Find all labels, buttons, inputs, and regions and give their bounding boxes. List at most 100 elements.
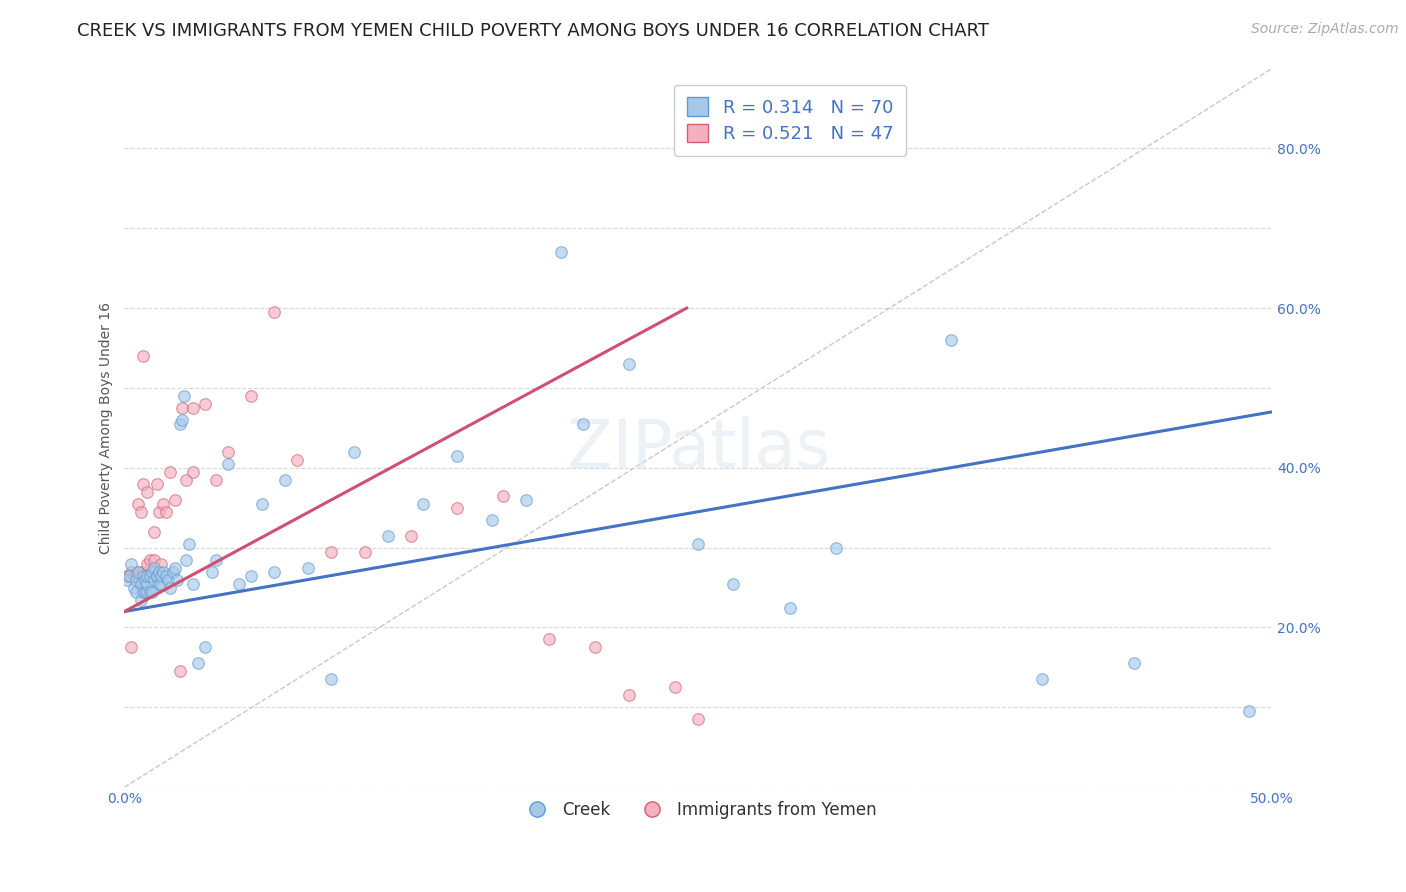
- Point: [176, 552, 198, 566]
- Point: [129, 505, 152, 519]
- Point: [136, 484, 159, 499]
- Point: [228, 576, 250, 591]
- Point: [134, 584, 156, 599]
- Point: [239, 389, 262, 403]
- Point: [163, 492, 186, 507]
- Point: [127, 565, 149, 579]
- Point: [152, 497, 174, 511]
- Point: [572, 417, 595, 431]
- Point: [239, 568, 262, 582]
- Point: [138, 584, 160, 599]
- Point: [143, 552, 166, 566]
- Point: [354, 544, 377, 558]
- Point: [132, 349, 155, 363]
- Point: [166, 573, 188, 587]
- Point: [120, 557, 142, 571]
- Point: [143, 573, 166, 587]
- Point: [274, 473, 297, 487]
- Point: [263, 565, 285, 579]
- Point: [150, 576, 173, 591]
- Point: [205, 473, 228, 487]
- Point: [170, 413, 193, 427]
- Point: [150, 557, 173, 571]
- Point: [181, 465, 204, 479]
- Point: [187, 657, 209, 671]
- Point: [145, 568, 167, 582]
- Point: [150, 568, 173, 582]
- Point: [619, 689, 641, 703]
- Text: Source: ZipAtlas.com: Source: ZipAtlas.com: [1251, 22, 1399, 37]
- Point: [115, 573, 138, 587]
- Point: [152, 565, 174, 579]
- Point: [159, 465, 181, 479]
- Point: [825, 541, 848, 555]
- Point: [122, 568, 145, 582]
- Point: [115, 568, 138, 582]
- Point: [141, 568, 163, 582]
- Point: [120, 640, 142, 655]
- Point: [138, 552, 160, 566]
- Point: [159, 581, 181, 595]
- Point: [688, 712, 710, 726]
- Point: [194, 397, 217, 411]
- Point: [538, 632, 561, 647]
- Point: [125, 584, 148, 599]
- Point: [118, 568, 141, 582]
- Point: [170, 401, 193, 415]
- Point: [136, 576, 159, 591]
- Point: [143, 560, 166, 574]
- Point: [155, 505, 177, 519]
- Point: [515, 492, 537, 507]
- Point: [205, 552, 228, 566]
- Point: [148, 505, 170, 519]
- Legend: Creek, Immigrants from Yemen: Creek, Immigrants from Yemen: [513, 794, 883, 826]
- Point: [446, 449, 468, 463]
- Point: [481, 513, 503, 527]
- Point: [664, 681, 686, 695]
- Point: [201, 565, 224, 579]
- Point: [297, 560, 319, 574]
- Point: [148, 565, 170, 579]
- Point: [173, 389, 195, 403]
- Y-axis label: Child Poverty Among Boys Under 16: Child Poverty Among Boys Under 16: [100, 301, 114, 554]
- Point: [779, 600, 801, 615]
- Point: [285, 452, 308, 467]
- Point: [118, 568, 141, 582]
- Point: [181, 401, 204, 415]
- Point: [1123, 657, 1146, 671]
- Point: [136, 568, 159, 582]
- Point: [939, 333, 962, 347]
- Point: [343, 445, 366, 459]
- Point: [250, 497, 273, 511]
- Point: [217, 445, 239, 459]
- Point: [148, 576, 170, 591]
- Point: [127, 565, 149, 579]
- Point: [136, 584, 159, 599]
- Point: [143, 524, 166, 539]
- Point: [132, 476, 155, 491]
- Point: [169, 665, 191, 679]
- Point: [155, 568, 177, 582]
- Point: [263, 305, 285, 319]
- Point: [688, 536, 710, 550]
- Point: [492, 489, 515, 503]
- Point: [120, 565, 142, 579]
- Point: [132, 568, 155, 582]
- Point: [412, 497, 434, 511]
- Text: CREEK VS IMMIGRANTS FROM YEMEN CHILD POVERTY AMONG BOYS UNDER 16 CORRELATION CHA: CREEK VS IMMIGRANTS FROM YEMEN CHILD POV…: [77, 22, 990, 40]
- Point: [181, 576, 204, 591]
- Point: [194, 640, 217, 655]
- Point: [127, 497, 149, 511]
- Point: [157, 573, 180, 587]
- Point: [377, 528, 399, 542]
- Point: [319, 544, 342, 558]
- Point: [177, 536, 200, 550]
- Point: [136, 557, 159, 571]
- Point: [129, 576, 152, 591]
- Point: [217, 457, 239, 471]
- Point: [1031, 673, 1053, 687]
- Point: [319, 673, 342, 687]
- Point: [134, 573, 156, 587]
- Point: [550, 245, 572, 260]
- Text: ZIPatlas: ZIPatlas: [567, 417, 830, 483]
